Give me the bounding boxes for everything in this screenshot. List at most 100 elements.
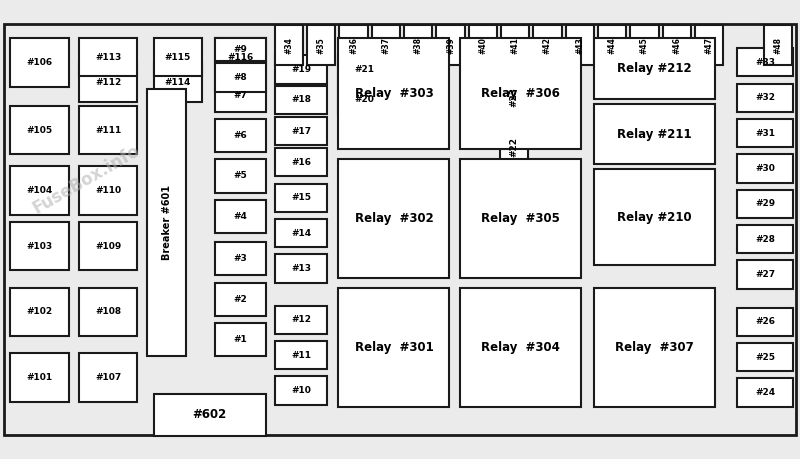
Bar (78, 38, 138, 77)
Bar (274, 25, 303, 65)
Bar (459, 288, 581, 407)
Bar (594, 104, 715, 164)
Text: #42: #42 (543, 37, 552, 54)
Text: #40: #40 (478, 37, 487, 54)
Bar (338, 38, 450, 149)
Bar (147, 89, 186, 356)
Bar (695, 25, 723, 65)
Text: #38: #38 (414, 37, 422, 54)
Text: #1: #1 (234, 335, 247, 344)
Text: #9: #9 (234, 45, 247, 54)
Text: #6: #6 (234, 131, 247, 140)
Text: #8: #8 (234, 73, 247, 82)
Bar (78, 288, 138, 336)
Text: #106: #106 (26, 58, 53, 67)
Bar (154, 38, 202, 77)
Text: #111: #111 (95, 125, 122, 134)
Bar (738, 343, 793, 371)
Bar (78, 222, 138, 270)
Text: #11: #11 (291, 351, 311, 360)
Text: Relay  #303: Relay #303 (354, 87, 434, 100)
Bar (594, 38, 715, 99)
Text: Relay  #305: Relay #305 (481, 213, 560, 225)
Bar (469, 25, 497, 65)
Bar (274, 376, 327, 405)
Bar (594, 169, 715, 265)
Text: #31: #31 (755, 129, 775, 138)
Text: #22: #22 (510, 137, 518, 157)
Text: #16: #16 (291, 158, 311, 167)
Bar (338, 55, 391, 84)
Bar (459, 38, 581, 149)
Bar (738, 308, 793, 336)
Text: #602: #602 (193, 409, 226, 421)
Text: #46: #46 (672, 37, 682, 54)
Text: Relay  #306: Relay #306 (481, 87, 560, 100)
Bar (274, 254, 327, 283)
Text: #27: #27 (755, 270, 775, 279)
Text: #115: #115 (165, 53, 191, 62)
Bar (436, 25, 465, 65)
Bar (78, 106, 138, 154)
Text: #2: #2 (234, 295, 247, 304)
Text: #102: #102 (26, 308, 53, 316)
Bar (154, 63, 202, 102)
Bar (404, 25, 432, 65)
Bar (274, 85, 327, 114)
Text: #34: #34 (284, 37, 294, 54)
Bar (338, 288, 450, 407)
Text: #104: #104 (26, 186, 53, 195)
Bar (274, 184, 327, 212)
Bar (215, 38, 266, 77)
Text: #37: #37 (382, 37, 390, 54)
Text: #101: #101 (26, 373, 53, 382)
Bar (215, 323, 266, 356)
Bar (215, 283, 266, 316)
Bar (662, 25, 691, 65)
Bar (10, 106, 69, 154)
Text: #103: #103 (26, 242, 53, 251)
Bar (215, 119, 266, 152)
Text: Relay  #301: Relay #301 (354, 341, 434, 354)
Bar (10, 353, 69, 402)
Text: #39: #39 (446, 37, 455, 54)
Bar (215, 200, 266, 233)
Text: Relay #210: Relay #210 (618, 211, 692, 224)
Text: FuseBox.info: FuseBox.info (29, 141, 142, 217)
Text: #43: #43 (575, 37, 584, 54)
Text: #10: #10 (291, 386, 311, 395)
Bar (738, 48, 793, 77)
Text: #13: #13 (291, 264, 311, 273)
Bar (10, 38, 69, 87)
Bar (566, 25, 594, 65)
Bar (215, 78, 266, 112)
Text: #116: #116 (227, 53, 254, 62)
Text: #23: #23 (510, 87, 518, 106)
Text: #7: #7 (234, 91, 247, 100)
Text: Relay  #302: Relay #302 (354, 213, 434, 225)
Bar (215, 242, 266, 275)
Bar (78, 63, 138, 102)
Text: #107: #107 (95, 373, 122, 382)
Bar (500, 126, 528, 168)
Text: #26: #26 (755, 318, 775, 326)
Text: #45: #45 (640, 37, 649, 54)
Bar (738, 84, 793, 112)
Text: #4: #4 (234, 212, 247, 221)
Text: #112: #112 (95, 78, 122, 87)
Bar (339, 25, 368, 65)
Bar (738, 260, 793, 289)
Text: #29: #29 (755, 199, 775, 208)
Text: #113: #113 (95, 53, 122, 62)
Text: #5: #5 (234, 172, 247, 180)
Bar (215, 159, 266, 193)
Bar (372, 25, 400, 65)
Bar (78, 353, 138, 402)
Text: #15: #15 (291, 193, 311, 202)
Text: #19: #19 (291, 65, 311, 74)
Text: #108: #108 (95, 308, 121, 316)
Bar (501, 25, 530, 65)
Text: #3: #3 (234, 254, 247, 263)
Bar (274, 55, 327, 84)
Text: Relay #211: Relay #211 (618, 128, 692, 140)
